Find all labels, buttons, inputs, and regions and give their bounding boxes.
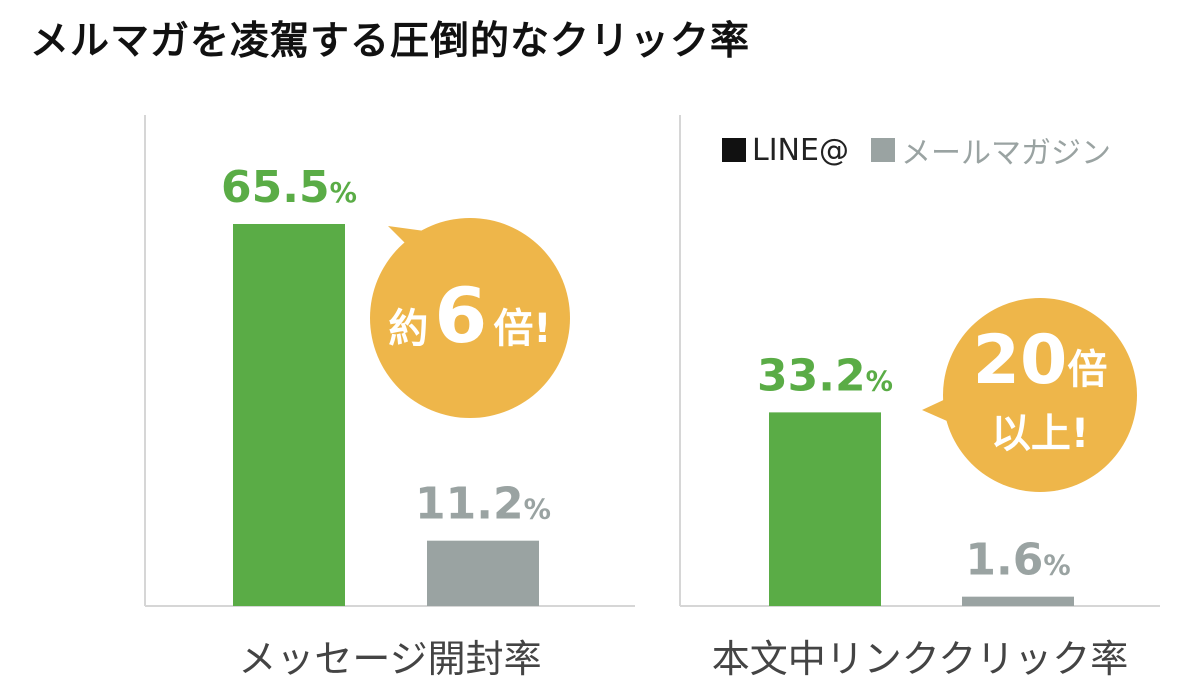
chart-panel-1: 65.5% 11.2% メッセージ開封率 約6 倍! [144, 115, 635, 681]
category-label: メッセージ開封率 [238, 637, 541, 681]
callout-text-line2: 以上! [991, 411, 1089, 457]
callout-badge: 約6 倍! [370, 218, 570, 418]
callout-circle [370, 218, 570, 418]
callout-text: 20倍 [973, 321, 1108, 400]
bar-line [233, 223, 345, 606]
data-label-line: 33.2% [757, 350, 893, 401]
chart-legend: LINE@ メールマガジン [722, 128, 1111, 172]
bar-mail [427, 540, 539, 606]
legend-label-line: LINE@ [752, 132, 849, 168]
legend-item-mail: メールマガジン [870, 128, 1111, 172]
legend-label-mail: メールマガジン [900, 136, 1111, 171]
category-label: 本文中リンククリック率 [712, 637, 1128, 681]
legend-swatch-mail [870, 138, 895, 162]
legend-item-line: LINE@ [722, 133, 849, 168]
legend-swatch-line [722, 138, 746, 162]
bar-mail [962, 596, 1074, 606]
data-label-line: 65.5% [221, 162, 357, 213]
page-title: メルマガを凌駕する圧倒的なクリック率 [30, 19, 751, 64]
callout-text: 約6 倍! [388, 271, 551, 360]
callout-circle [943, 298, 1137, 492]
bar-line [769, 412, 881, 606]
data-label-mail: 1.6% [965, 535, 1070, 586]
data-label-mail: 11.2% [415, 479, 551, 530]
